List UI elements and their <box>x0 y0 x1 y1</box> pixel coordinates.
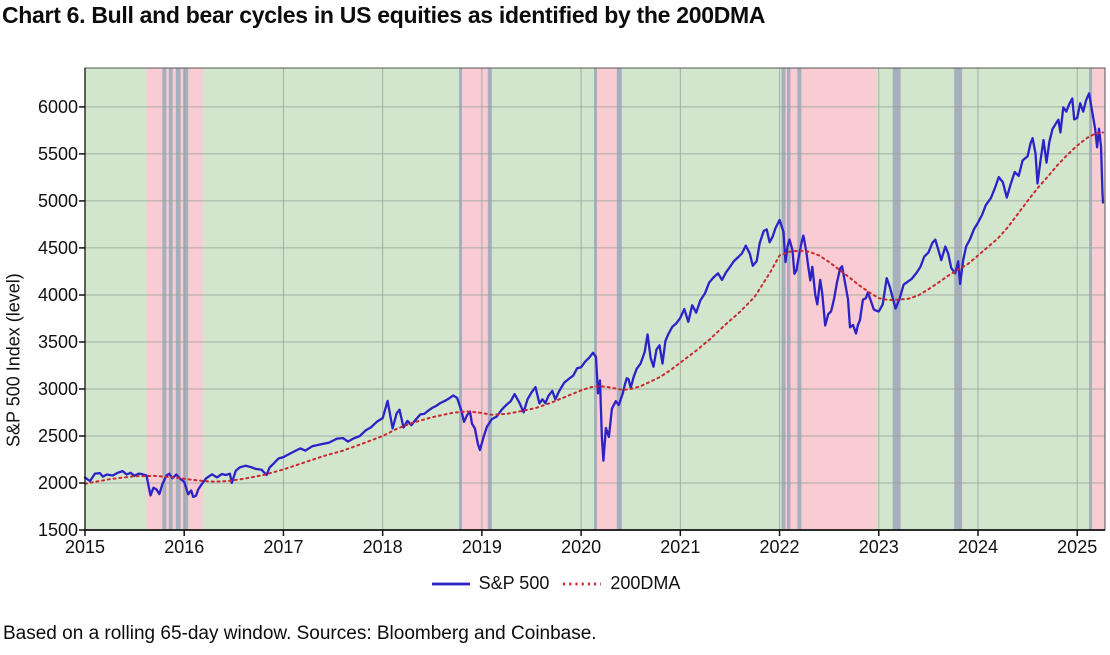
x-tick-label: 2018 <box>362 537 403 557</box>
y-axis-title: S&P 500 Index (level) <box>3 273 24 447</box>
neutral-band <box>797 68 802 530</box>
dma-line <box>84 131 1104 485</box>
y-tick-label: 3500 <box>37 331 78 352</box>
bear-band <box>785 68 787 530</box>
bear-band <box>188 68 204 530</box>
legend: S&P 500 200DMA <box>0 573 1110 594</box>
legend-label-sp500: S&P 500 <box>478 573 550 593</box>
bear-band <box>172 68 176 530</box>
sp500-line-swatch <box>431 582 470 585</box>
neutral-band <box>787 68 791 530</box>
neutral-band <box>183 68 189 530</box>
plot-canvas <box>79 67 1106 536</box>
chart-title: Chart 6. Bull and bear cycles in US equi… <box>2 2 766 28</box>
neutral-band <box>487 68 492 530</box>
bear-band <box>146 68 163 530</box>
y-tick-label: 4500 <box>37 237 78 258</box>
neutral-band <box>594 68 597 530</box>
y-tick-label: 6000 <box>37 96 78 117</box>
legend-item-sp500: S&P 500 <box>430 573 550 594</box>
neutral-band <box>1089 68 1093 530</box>
bear-band <box>462 68 488 530</box>
bear-band <box>166 68 169 530</box>
neutral-band <box>459 68 463 530</box>
y-tick-label: 4000 <box>37 284 78 305</box>
neutral-band <box>954 68 963 530</box>
x-tick-label: 2023 <box>858 537 899 557</box>
y-tick-label: 2500 <box>37 425 78 446</box>
x-tick-label: 2019 <box>461 537 502 557</box>
x-tick-label: 2022 <box>759 537 800 557</box>
x-tick-label: 2016 <box>164 537 205 557</box>
x-tick-label: 2025 <box>1057 537 1098 557</box>
footnote: Based on a rolling 65-day window. Source… <box>3 623 597 644</box>
x-tick-label: 2020 <box>561 537 602 557</box>
y-tick-label: 2000 <box>37 472 78 493</box>
y-tick-label: 5500 <box>37 143 78 164</box>
x-tick-label: 2024 <box>957 537 998 557</box>
y-tick-label: 5000 <box>37 190 78 211</box>
chart-area: 2015 2016 2017 2018 2019 2020 2021 2022 2023 2024… <box>0 60 1110 557</box>
sp500-line <box>83 92 1105 499</box>
x-tick-label: 2021 <box>660 537 701 557</box>
dma-line-swatch <box>563 582 602 585</box>
legend-label-200dma: 200DMA <box>610 573 681 593</box>
neutral-band <box>781 68 786 530</box>
y-tick-label: 1500 <box>37 520 78 540</box>
neutral-band <box>175 68 181 530</box>
bear-band <box>597 68 617 530</box>
bear-band <box>180 68 184 530</box>
x-tick-label: 2017 <box>263 537 304 557</box>
x-tick-label: 2015 <box>64 537 106 557</box>
y-tick-label: 3000 <box>37 378 78 399</box>
neutral-band <box>168 68 173 530</box>
legend-item-200dma: 200DMA <box>561 573 680 594</box>
neutral-band <box>162 68 167 530</box>
bear-band <box>790 68 798 530</box>
neutral-band <box>616 68 622 530</box>
